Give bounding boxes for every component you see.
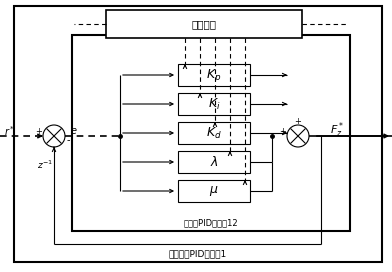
Bar [178,180,250,202]
Text: $K_p$: $K_p$ [206,66,222,84]
Bar [178,64,250,86]
Text: $z^{-1}$: $z^{-1}$ [37,159,53,171]
Text: $K_d$: $K_d$ [206,125,222,141]
Text: 蚁群算法: 蚁群算法 [192,19,216,29]
Text: $r^*$: $r^*$ [4,124,15,138]
Bar [178,122,250,144]
Bar [178,93,250,115]
Text: -: - [66,135,70,145]
Text: $K_i$: $K_i$ [208,97,220,112]
Text: 分数阶PID控制器12: 分数阶PID控制器12 [184,218,238,227]
Text: +: + [294,116,301,125]
Text: $e$: $e$ [70,126,78,136]
Text: 蚁群算法PID控制器1: 蚁群算法PID控制器1 [169,249,227,258]
Text: $F_z^*$: $F_z^*$ [330,120,344,140]
Bar [178,151,250,173]
Text: $\lambda$: $\lambda$ [210,155,218,169]
Text: $\mu$: $\mu$ [209,184,219,198]
Bar [72,35,350,231]
Text: +: + [36,126,42,135]
Bar [106,10,302,38]
Text: +: + [279,126,287,135]
